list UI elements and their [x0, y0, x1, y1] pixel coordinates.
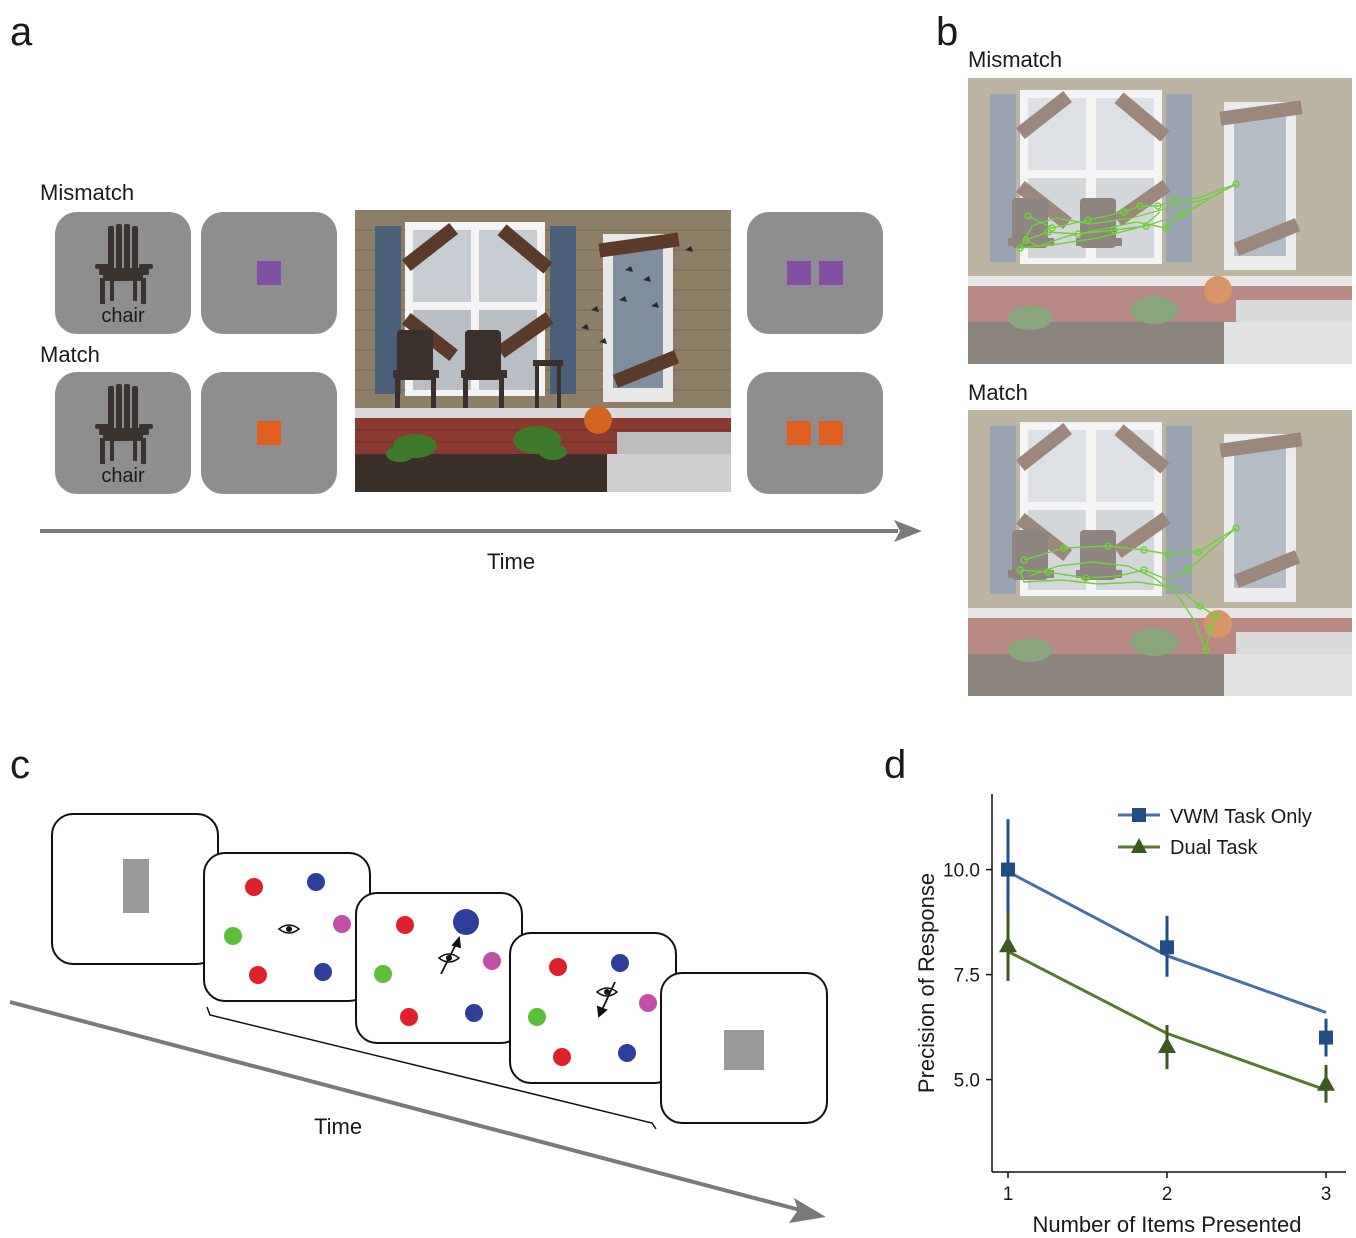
- data-point-dual: [999, 936, 1017, 953]
- dot-blue: [618, 1044, 636, 1062]
- memory-color-square: [257, 421, 281, 445]
- test-square-right: [819, 261, 843, 285]
- eye-icon: [277, 924, 301, 934]
- x-tick-label: 2: [1162, 1184, 1173, 1205]
- test-square-left: [787, 421, 811, 445]
- x-tick-label: 3: [1321, 1184, 1332, 1205]
- panel-a-match-label: Match: [40, 342, 100, 367]
- porch-scene-image: [355, 210, 731, 492]
- search-card-3: [509, 932, 677, 1084]
- legend-label-vwm: VWM Task Only: [1170, 806, 1312, 828]
- chair-icon: [95, 224, 153, 304]
- legend-label-dual: Dual Task: [1170, 837, 1258, 859]
- scanpath-line: [1019, 527, 1237, 653]
- dot-blue: [314, 963, 332, 981]
- dot-red: [553, 1048, 571, 1066]
- gaze-arrow-icon: [440, 935, 462, 975]
- memory-card-match: [201, 372, 337, 494]
- y-axis-title: Precision of Response: [914, 873, 939, 1093]
- data-point-vwm: [1001, 862, 1015, 877]
- panel-b-match-label: Match: [968, 380, 1028, 405]
- memory-card-mismatch: [201, 212, 337, 334]
- chart-legend: VWM Task Only Dual Task: [1118, 806, 1312, 859]
- dot-blue-enlarged: [453, 909, 479, 935]
- cue-word-mismatch: chair: [101, 305, 145, 327]
- search-card-1: [203, 852, 371, 1002]
- y-tick-label: 10.0: [943, 861, 980, 882]
- dot-red: [396, 916, 414, 934]
- dot-green: [528, 1008, 546, 1026]
- x-tick-label: 1: [1003, 1184, 1014, 1205]
- search-period-bracket: [206, 1006, 657, 1130]
- dot-magenta: [639, 994, 657, 1012]
- x-axis-title: Number of Items Presented: [1032, 1212, 1301, 1236]
- dot-red: [400, 1008, 418, 1026]
- dot-blue: [307, 873, 325, 891]
- test-card-mismatch: [747, 212, 883, 334]
- test-card-match: [747, 372, 883, 494]
- panel-a-mismatch-label: Mismatch: [40, 180, 135, 205]
- panel-a-time-label: Time: [487, 549, 536, 574]
- dot-blue: [465, 1004, 483, 1022]
- dot-red: [245, 878, 263, 896]
- y-tick-label: 5.0: [954, 1071, 980, 1092]
- panel-b-mismatch-label: Mismatch: [968, 47, 1063, 72]
- dot-magenta: [483, 952, 501, 970]
- gaze-arrow-icon: [596, 981, 616, 1018]
- data-point-dual: [1317, 1074, 1335, 1091]
- dot-magenta: [333, 915, 351, 933]
- dot-green: [224, 927, 242, 945]
- cue-bar: [123, 859, 149, 913]
- probe-square: [724, 1030, 764, 1070]
- y-tick-label: 7.5: [954, 966, 980, 987]
- fixation-card: [51, 813, 219, 965]
- panel-c-letter: c: [10, 743, 30, 787]
- panel-d-letter: d: [884, 743, 907, 787]
- data-point-vwm: [1160, 940, 1174, 955]
- test-square-left: [787, 261, 811, 285]
- panel-c-time-label: Time: [314, 1114, 363, 1139]
- legend-square-marker: [1132, 808, 1146, 822]
- precision-chart: Precision of Response Number of Items Pr…: [914, 794, 1346, 1236]
- data-point-dual: [1158, 1037, 1176, 1053]
- panel-a-letter: a: [10, 10, 33, 54]
- time-arrow-a: [40, 520, 922, 542]
- dot-blue: [611, 954, 629, 972]
- dot-red: [549, 958, 567, 976]
- search-card-2: [355, 892, 523, 1044]
- probe-card: [660, 972, 828, 1124]
- test-square-right: [819, 421, 843, 445]
- dot-green: [374, 965, 392, 983]
- legend-triangle-marker: [1131, 838, 1147, 853]
- chair-icon: [95, 384, 153, 464]
- cue-card-mismatch: chair: [55, 212, 191, 334]
- memory-color-square: [257, 261, 281, 285]
- cue-word-match: chair: [101, 465, 145, 487]
- scanpath-image-mismatch: [968, 78, 1352, 364]
- eye-icon: [595, 987, 619, 997]
- cue-card-match: chair: [55, 372, 191, 494]
- scanpath-image-match: [968, 410, 1352, 696]
- panel-b-letter: b: [936, 10, 959, 54]
- data-point-vwm: [1319, 1030, 1333, 1045]
- time-arrow-c: [9, 1000, 826, 1223]
- dot-red: [249, 966, 267, 984]
